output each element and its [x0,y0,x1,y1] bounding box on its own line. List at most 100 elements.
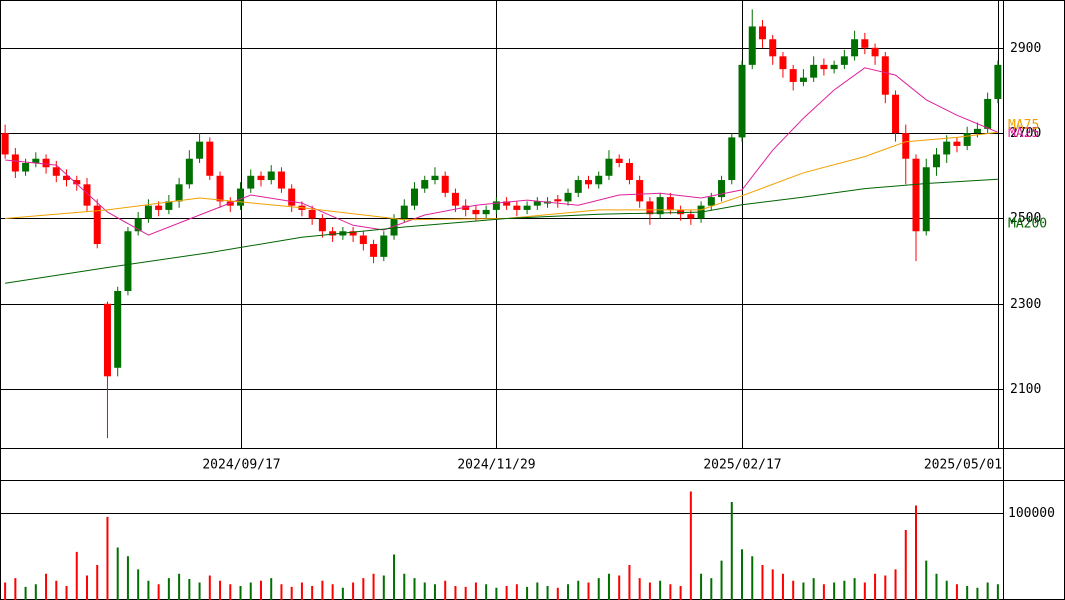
candle-body [308,209,316,219]
volume-bar [741,549,744,600]
candle-body [411,188,419,206]
volume-bar [689,491,692,600]
ma-label: MA75 [1008,118,1039,133]
volume-bar [833,582,836,600]
volume-bar [65,586,68,600]
candle-body [861,39,869,48]
candle-body [175,184,183,202]
candle-body [196,141,204,159]
volume-bar [812,578,815,600]
candle-body [912,158,920,232]
candle-body [718,180,726,198]
volume-bar [577,580,580,600]
moving-average [5,67,999,236]
candle-body [523,205,531,210]
volume-bar [290,586,293,600]
candle-body [421,180,429,189]
volume-bar [75,551,78,600]
moving-average [5,178,998,284]
candle-body [451,192,459,206]
volume-bar [955,584,958,600]
volume-bar [14,578,17,600]
candle-body [564,192,572,202]
candle-body [482,209,490,215]
candle-body [52,167,60,176]
candle-body [625,162,633,181]
volume-bar [802,582,805,600]
candle-body [605,158,613,176]
volume-bar [311,586,314,600]
volume-bar [710,578,713,600]
volume-bar [106,516,109,600]
candle-body [636,180,644,202]
candle-body [32,158,40,163]
candle-body [769,39,777,57]
y-tick-label: 2300 [1010,297,1041,312]
volume-bar [597,578,600,600]
candle-body [840,56,848,65]
volume-bar [904,530,907,600]
candle-body [554,199,562,202]
volume-bar [188,579,191,600]
volume-bar [526,586,529,600]
volume-bar [321,580,324,600]
volume-bar [137,569,140,600]
volume-bar [34,584,37,600]
candle-body [237,188,245,206]
candle-body [503,201,511,206]
volume-bar [208,575,211,600]
candle-body [288,188,296,206]
volume-bar [556,587,559,600]
candle-body [615,158,623,163]
candle-body [267,171,275,181]
volume-bar [147,580,150,600]
volume-bar [45,573,48,600]
candle-body [656,197,664,215]
volume-bar [515,584,518,600]
x-tick-label: 2024/09/17 [202,458,280,473]
volume-bar [259,580,262,600]
volume-bar [300,582,303,600]
volume-bar [679,586,682,600]
x-tick-label: 2024/11/29 [457,458,535,473]
candle-body [748,26,756,65]
volume-bar [362,578,365,600]
candle-body [666,197,674,210]
volume-bar [382,575,385,600]
volume-bar [167,578,170,600]
candle-body [1,133,9,155]
volume-bar [126,556,129,600]
volume-bar [536,582,539,600]
volume-bar [280,584,283,600]
volume-bar [720,560,723,600]
volume-bar [986,582,989,600]
candle-body [431,175,439,181]
candle-body [943,141,951,155]
volume-bar [945,580,948,600]
volume-bar [587,582,590,600]
volume-bar [413,578,416,600]
candle-body [400,205,408,219]
candle-body [370,244,378,257]
volume-bar [433,584,436,600]
candle-body [103,303,111,377]
candle-body [851,39,859,57]
volume-bar [822,584,825,600]
volume-bar [618,575,621,600]
candle-body [963,133,971,146]
volume-bar [843,580,846,600]
candle-body [165,201,173,210]
candle-body [728,137,736,181]
volume-bar [700,573,703,600]
volume-bar [751,556,754,600]
candle-body [799,77,807,82]
candle-body [881,56,889,95]
volume-bar [423,582,426,600]
volume-bar [874,573,877,600]
candle-body [63,175,71,181]
candle-body [584,180,592,185]
candle-body [595,175,603,185]
y-tick-label: 2700 [1010,126,1041,141]
volume-bar [229,584,232,600]
